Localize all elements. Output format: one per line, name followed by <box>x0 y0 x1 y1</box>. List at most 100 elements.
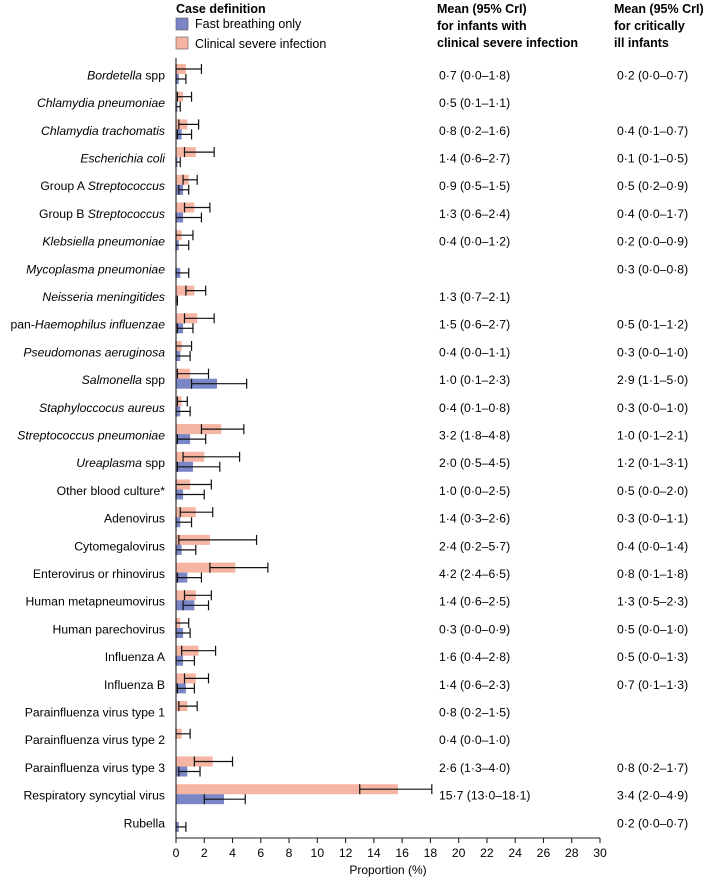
critical-header-line-3: ill infants <box>614 36 669 50</box>
chart-row: Influenza A 1·6 (0·4–2·8) 0·5 (0·0–1·3) <box>105 645 688 666</box>
category-label-italic: Klebsiella pneumoniae <box>42 235 165 249</box>
chart-row: Cytomegalovirus 2·4 (0·2–5·7) 0·4 (0·0–1·4… <box>74 534 688 555</box>
severe-bar <box>176 174 189 185</box>
severe-value: 1·4 (0·6–2·7) <box>439 151 510 165</box>
chart-row: Bordetella spp 0·7 (0·0–1·8) 0·2 (0·0–0·7) <box>87 64 688 84</box>
severe-header-line-3: clinical severe infection <box>437 36 578 50</box>
critical-value: 0·5 (0·2–0·9) <box>617 179 688 193</box>
legend-title: Case definition <box>176 2 266 16</box>
category-label: Human metapneumovirus <box>25 595 165 609</box>
severe-value: 2·6 (1·3–4·0) <box>439 761 510 775</box>
severe-value: 2·4 (0·2–5·7) <box>439 539 510 553</box>
category-label-italic: Streptococcus <box>88 179 165 193</box>
critical-value: 0·8 (0·1–1·8) <box>617 567 688 581</box>
category-label-italic: Salmonella <box>82 373 143 387</box>
x-tick-label: 18 <box>424 846 438 860</box>
x-tick-label: 8 <box>286 846 293 860</box>
category-label-part: Group B <box>39 207 88 221</box>
severe-value: 0·7 (0·0–1·8) <box>439 68 510 82</box>
severe-value: 1·4 (0·6–2·3) <box>439 678 510 692</box>
critical-value: 0·5 (0·0–1·0) <box>617 622 688 636</box>
severe-value: 1·0 (0·1–2·3) <box>439 373 510 387</box>
severe-header-line-1: Mean (95% CrI) <box>437 2 527 16</box>
critical-value: 0·4 (0·0–1·4) <box>617 539 688 553</box>
x-tick-label: 14 <box>367 846 381 860</box>
category-label: Other blood culture* <box>57 484 166 498</box>
category-label: Streptococcus pneumoniae <box>17 428 165 442</box>
x-tick-label: 26 <box>537 846 551 860</box>
category-label-italic: Neisseria meningitides <box>42 290 165 304</box>
severe-bar <box>176 562 236 573</box>
category-label: Mycoplasma pneumoniae <box>26 262 165 276</box>
category-label: Influenza A <box>105 650 166 664</box>
category-label-italic: Staphyloccocus aureus <box>39 401 165 415</box>
chart-row: Influenza B 1·4 (0·6–2·3) 0·7 (0·1–1·3) <box>104 673 688 694</box>
severe-value: 1·4 (0·3–2·6) <box>439 512 510 526</box>
chart-row: Parainfluenza virus type 3 2·6 (1·3–4·0) 0… <box>25 756 688 777</box>
critical-value: 1·3 (0·5–2·3) <box>617 595 688 609</box>
severe-value: 1·6 (0·4–2·8) <box>439 650 510 664</box>
category-label: Chlamydia pneumoniae <box>37 96 165 110</box>
x-tick-label: 4 <box>229 846 236 860</box>
category-label-italic: Streptococcus pneumoniae <box>17 428 165 442</box>
critical-value: 0·3 (0·0–1·1) <box>617 512 688 526</box>
category-label: Bordetella spp <box>87 68 165 82</box>
critical-value: 0·5 (0·1–1·2) <box>617 318 688 332</box>
chart-row: Neisseria meningitides 1·3 (0·7–2·1) <box>42 285 510 306</box>
chart-row: pan-Haemophilus influenzae 1·5 (0·6–2·7) 0… <box>11 313 688 334</box>
critical-value: 1·2 (0·1–3·1) <box>617 456 688 470</box>
category-label: Influenza B <box>104 678 165 692</box>
category-label-part: Group A <box>40 179 87 193</box>
severe-value: 0·4 (0·0–1·1) <box>439 345 510 359</box>
category-label-italic: Bordetella <box>87 68 142 82</box>
critical-value: 0·3 (0·0–1·0) <box>617 345 688 359</box>
chart-row: Parainfluenza virus type 1 0·8 (0·2–1·5) <box>25 701 510 719</box>
severe-value: 1·3 (0·7–2·1) <box>439 290 510 304</box>
critical-value: 0·3 (0·0–1·0) <box>617 401 688 415</box>
category-label: Klebsiella pneumoniae <box>42 235 165 249</box>
chart-row: Streptococcus pneumoniae 3·2 (1·8–4·8) 1·0… <box>17 424 688 445</box>
category-label: Group A Streptococcus <box>40 179 165 193</box>
severe-value: 3·2 (1·8–4·8) <box>439 428 510 442</box>
chart-row: Adenovirus 1·4 (0·3–2·6) 0·3 (0·0–1·1) <box>104 507 688 528</box>
severe-header-line-2: for infants with <box>437 19 527 33</box>
category-label: Group B Streptococcus <box>39 207 165 221</box>
severe-bar <box>176 285 195 296</box>
severe-value: 0·3 (0·0–0·9) <box>439 622 510 636</box>
chart-row: Pseudomonas aeruginosa 0·4 (0·0–1·1) 0·3 (… <box>23 341 688 361</box>
chart-row: Chlamydia trachomatis 0·8 (0·2–1·6) 0·4 (0… <box>41 119 688 140</box>
chart-row: Salmonella spp 1·0 (0·1–2·3) 2·9 (1·1–5·0) <box>82 368 688 389</box>
category-label: Chlamydia trachomatis <box>41 124 165 138</box>
fast-bar <box>176 794 225 805</box>
category-label: Staphyloccocus aureus <box>39 401 165 415</box>
critical-value: 1·0 (0·1–2·1) <box>617 428 688 442</box>
category-label: Respiratory syncytial virus <box>23 789 165 803</box>
severe-value: 0·4 (0·0–1·2) <box>439 235 510 249</box>
critical-value: 0·2 (0·0–0·9) <box>617 235 688 249</box>
critical-value: 0·1 (0·1–0·5) <box>617 151 688 165</box>
category-label-part: spp <box>142 456 165 470</box>
x-tick-label: 24 <box>508 846 522 860</box>
critical-value: 0·2 (0·0–0·7) <box>617 68 688 82</box>
category-label: Rubella <box>124 816 166 830</box>
category-label-italic: Chlamydia pneumoniae <box>37 96 165 110</box>
x-tick-label: 16 <box>395 846 409 860</box>
chart-rows: Bordetella spp 0·7 (0·0–1·8) 0·2 (0·0–0·7)… <box>11 64 688 832</box>
category-label: Pseudomonas aeruginosa <box>23 345 165 359</box>
legend-swatch-severe <box>175 36 189 50</box>
severe-value: 0·4 (0·0–1·0) <box>439 733 510 747</box>
category-label: Adenovirus <box>104 512 165 526</box>
column-headers: Mean (95% CrI) for infants with clinical… <box>437 2 704 50</box>
x-tick-label: 2 <box>201 846 208 860</box>
category-label: Neisseria meningitides <box>42 290 165 304</box>
category-label: Cytomegalovirus <box>74 539 165 553</box>
severe-value: 0·5 (0·1–1·1) <box>439 96 510 110</box>
severe-value: 1·4 (0·6–2·5) <box>439 595 510 609</box>
chart-row: Respiratory syncytial virus 15·7 (13·0–18… <box>23 784 688 805</box>
x-tick-label: 30 <box>593 846 607 860</box>
chart-row: Rubella 0·2 (0·0–0·7) <box>124 816 688 832</box>
chart-row: Chlamydia pneumoniae 0·5 (0·1–1·1) <box>37 91 510 112</box>
category-label-italic: Pseudomonas aeruginosa <box>23 345 165 359</box>
severe-value: 1·5 (0·6–2·7) <box>439 318 510 332</box>
